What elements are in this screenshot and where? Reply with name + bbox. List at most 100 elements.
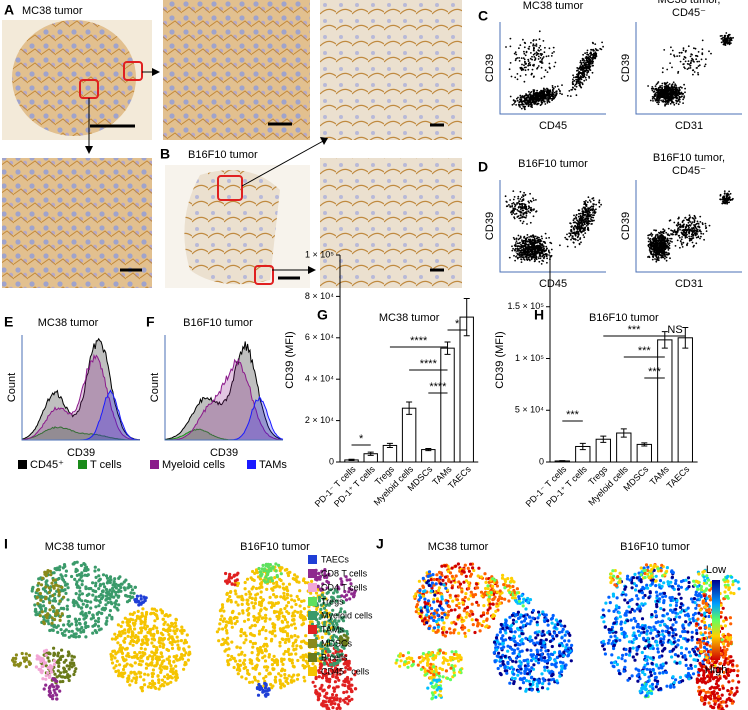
tsne-dot (174, 664, 178, 668)
event-dot (527, 210, 530, 213)
event-dot (585, 59, 588, 62)
tsne-dot (54, 613, 58, 617)
tsne-dot (176, 643, 180, 647)
tsne-dot (80, 571, 84, 575)
tsne-dot (112, 666, 116, 670)
tsne-dot (110, 657, 114, 661)
event-dot (575, 217, 577, 220)
bar (459, 316, 474, 463)
tsne-dot (139, 597, 143, 601)
event-dot (670, 95, 673, 98)
tsne-dot (261, 625, 266, 629)
panel-letter: A (4, 2, 14, 18)
event-dot (518, 200, 520, 203)
tsne-dot (148, 630, 152, 634)
tsne-dot (60, 585, 64, 589)
event-dot (593, 219, 595, 222)
event-dot (522, 38, 524, 41)
event-dot (515, 104, 517, 106)
event-dot (528, 93, 531, 96)
event-dot (536, 99, 538, 102)
event-dot (534, 44, 536, 47)
event-dot (536, 89, 538, 92)
tsne-dot (283, 606, 287, 611)
event-dot (592, 208, 594, 211)
event-dot (661, 84, 663, 87)
event-dot (598, 199, 601, 202)
event-dot (547, 249, 550, 252)
tsne-dot (75, 573, 79, 578)
event-dot (541, 237, 543, 240)
tsne-dot (180, 631, 184, 635)
event-dot (579, 60, 582, 62)
event-dot (583, 73, 586, 76)
event-dot (524, 54, 527, 57)
tsne-map (11, 560, 192, 701)
tsne-dot (105, 616, 109, 620)
tsne-dot (133, 672, 137, 676)
event-dot (546, 90, 548, 93)
tsne-dot (105, 581, 109, 585)
event-dot (678, 236, 681, 239)
event-dot (665, 259, 668, 262)
tsne-dot (94, 598, 99, 602)
event-dot (583, 62, 586, 64)
tsne-dot (165, 682, 169, 686)
tsne-dot (114, 599, 118, 603)
event-dot (532, 197, 534, 200)
event-dot (588, 199, 591, 202)
tsne-dot (23, 656, 27, 660)
event-dot (589, 65, 592, 68)
tsne-dot (41, 576, 45, 580)
tsne-dot (125, 647, 129, 651)
event-dot (546, 71, 549, 73)
tsne-dot (170, 676, 174, 680)
event-dot (663, 86, 666, 88)
tsne-dot (57, 593, 61, 597)
event-dot (524, 94, 526, 97)
tsne-dot (158, 641, 162, 645)
event-dot (702, 233, 705, 235)
event-dot (601, 41, 603, 44)
plot-title: B16F10 tumor, (653, 152, 725, 164)
tsne-dot (169, 669, 173, 673)
tsne-dot (40, 610, 44, 614)
event-dot (525, 215, 528, 217)
tsne-dot (81, 613, 86, 617)
event-dot (728, 201, 730, 204)
event-dot (540, 61, 542, 63)
tsne-dot (98, 600, 102, 605)
event-dot (651, 242, 654, 245)
event-dot (546, 101, 549, 104)
event-dot (534, 235, 537, 238)
event-dot (549, 91, 552, 93)
tsne-dot (130, 630, 134, 634)
event-dot (570, 225, 573, 228)
event-dot (525, 93, 527, 95)
event-dot (523, 46, 526, 49)
event-dot (548, 251, 551, 254)
event-dot (566, 245, 569, 248)
event-dot (516, 97, 518, 100)
event-dot (727, 37, 729, 40)
event-dot (537, 246, 540, 249)
event-dot (691, 69, 694, 72)
tsne-dot (116, 641, 120, 645)
event-dot (729, 38, 732, 41)
tsne-dot (122, 671, 126, 676)
event-dot (522, 57, 525, 59)
event-dot (725, 32, 728, 34)
significance-label: * (455, 318, 460, 330)
tsne-dot (36, 602, 40, 606)
event-dot (705, 58, 707, 60)
event-dot (542, 260, 545, 262)
y-tick-label: 1 × 10⁵ (515, 353, 544, 363)
event-dot (546, 257, 548, 260)
event-dot (530, 52, 532, 54)
panel-letter: G (317, 307, 328, 323)
event-dot (582, 224, 584, 227)
tsne-dot (58, 615, 63, 619)
event-dot (574, 238, 577, 241)
event-dot (518, 47, 520, 50)
tsne-dot (56, 630, 60, 635)
